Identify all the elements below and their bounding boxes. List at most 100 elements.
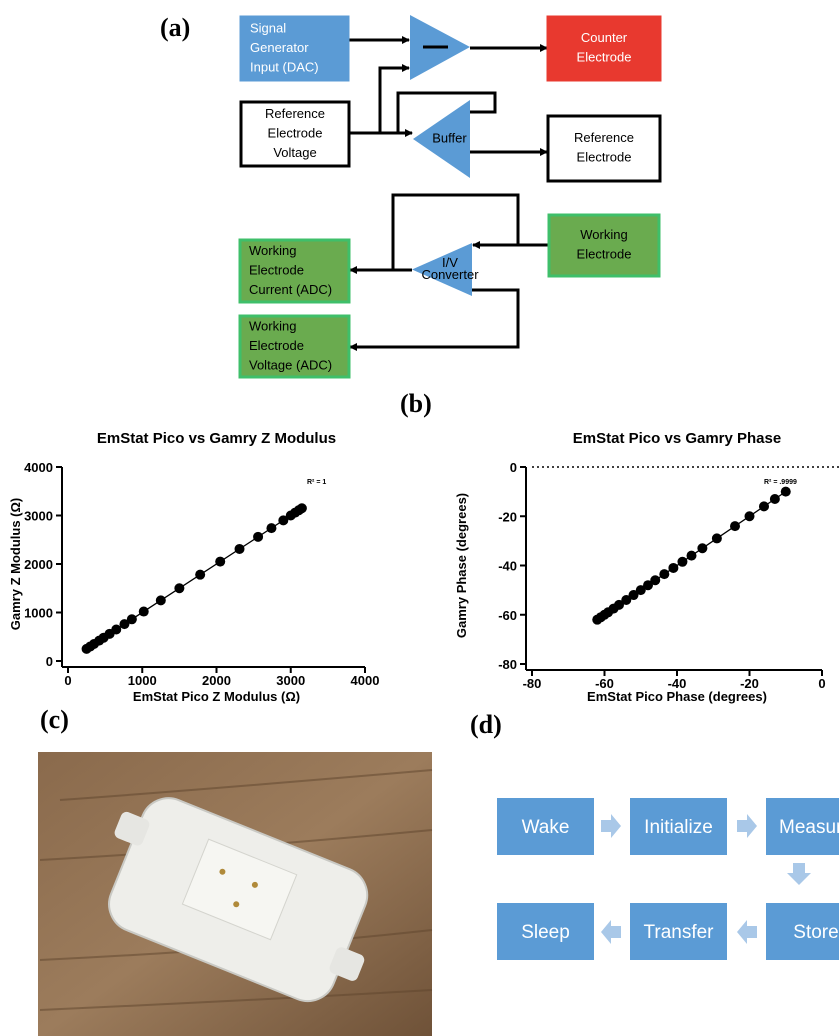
- data-point: [668, 562, 679, 573]
- panel-label: (c): [40, 705, 69, 734]
- data-point: [126, 614, 137, 625]
- data-point: [621, 594, 632, 605]
- data-point: [697, 543, 708, 554]
- flow-step: [497, 903, 594, 960]
- block: [238, 238, 351, 304]
- flow-step: [766, 798, 839, 855]
- x-tick-label: -80: [523, 676, 542, 691]
- data-point: [138, 606, 149, 617]
- block: [239, 15, 350, 82]
- x-axis-label: EmStat Pico Phase (degrees): [587, 689, 767, 704]
- annotation: R² = .9999: [764, 479, 797, 486]
- data-point: [215, 556, 226, 567]
- data-point: [659, 569, 670, 580]
- chart: EmStat Pico vs Gamry Z Modulus EmStat Pic…: [8, 430, 379, 704]
- x-tick-label: 3000: [276, 673, 305, 688]
- block-label: Signal: [250, 20, 286, 35]
- x-tick-label: -20: [740, 676, 759, 691]
- flow-step: [766, 903, 839, 960]
- block-label: Electrode: [249, 262, 304, 277]
- block-label: Current (ADC): [249, 282, 332, 297]
- flow-step: [497, 798, 594, 855]
- flow-step-label: Sleep: [521, 922, 570, 943]
- amplifier: [412, 243, 472, 296]
- device-photo: [38, 752, 433, 1036]
- flow-step-label: Measure: [779, 817, 839, 838]
- block-label: Reference: [265, 106, 325, 121]
- device: [108, 797, 369, 1003]
- data-point: [266, 523, 277, 534]
- arrow: [349, 288, 520, 351]
- wires: [348, 36, 549, 351]
- chart: EmStat Pico vs Gamry Phase EmStat Pico Ph…: [454, 430, 839, 704]
- block-label: Electrode: [577, 150, 632, 165]
- block-label: Electrode: [268, 125, 323, 140]
- x-tick-label: 4000: [351, 673, 380, 688]
- data-point: [730, 521, 740, 532]
- block-label: Voltage: [273, 145, 316, 160]
- amplifier: [413, 100, 470, 178]
- panel-label: (a): [160, 13, 190, 42]
- block-label: Electrode: [249, 338, 304, 353]
- x-tick-label: 1000: [128, 673, 157, 688]
- y-tick-label: 1000: [24, 606, 53, 621]
- data-point: [635, 585, 646, 596]
- data-point: [769, 494, 780, 505]
- data-point: [677, 556, 688, 567]
- data-point: [744, 511, 755, 522]
- block: [239, 100, 351, 168]
- y-tick-label: -60: [498, 608, 517, 623]
- y-tick-label: 0: [46, 654, 53, 669]
- x-tick-label: 2000: [202, 673, 231, 688]
- block-label: Input (DAC): [250, 59, 319, 74]
- block: [546, 15, 662, 82]
- flow-step-label: Initialize: [644, 817, 713, 838]
- panel-label: (d): [470, 710, 502, 739]
- flow-step: [630, 798, 727, 855]
- y-axis-label: Gamry Z Modulus (Ω): [8, 498, 23, 630]
- data-point: [253, 531, 264, 542]
- block-label: Electrode: [577, 50, 632, 65]
- x-tick-label: 0: [64, 673, 71, 688]
- block-label: Working: [249, 243, 296, 258]
- block: [546, 114, 662, 183]
- data-point: [686, 550, 697, 561]
- annotation: R² = 1: [307, 479, 326, 486]
- flow-step-label: Wake: [522, 817, 570, 838]
- y-tick-label: 0: [510, 460, 517, 475]
- x-axis-label: EmStat Pico Z Modulus (Ω): [133, 689, 300, 704]
- data-point: [174, 583, 185, 594]
- y-tick-label: 4000: [24, 460, 53, 475]
- arrow: [378, 64, 410, 133]
- y-axis-label: Gamry Phase (degrees): [454, 493, 469, 638]
- x-tick-label: -40: [668, 676, 687, 691]
- block-label: Buffer: [432, 130, 467, 145]
- data-point: [119, 619, 130, 630]
- flow-step-label: Store: [793, 922, 838, 943]
- chart-title: EmStat Pico vs Gamry Z Modulus: [97, 430, 336, 447]
- data-point: [278, 515, 289, 526]
- data-point: [614, 599, 624, 610]
- flow-arrows: [601, 814, 811, 944]
- chart-title: EmStat Pico vs Gamry Phase: [573, 430, 781, 447]
- data-point: [759, 501, 769, 512]
- x-tick-label: 0: [818, 676, 825, 691]
- flow-step-label: Transfer: [643, 922, 714, 943]
- data-point: [234, 543, 245, 554]
- y-tick-label: -40: [498, 559, 517, 574]
- data-point: [650, 575, 661, 586]
- data-point: [711, 533, 722, 544]
- block-label: Generator: [250, 40, 309, 55]
- x-tick-label: -60: [595, 676, 614, 691]
- block-label: Voltage (ADC): [249, 357, 332, 372]
- block-label: Reference: [574, 130, 634, 145]
- data-point: [296, 503, 307, 514]
- flow-diagram: Wake Initialize Measure Store Transfer Sleep: [497, 798, 839, 960]
- data-point: [780, 486, 791, 497]
- block-diagram: Signal Generator Input (DAC) Counter Electro…: [238, 15, 662, 379]
- flow-step: [630, 903, 727, 960]
- block-label: Working: [580, 227, 627, 242]
- data-point: [643, 580, 653, 591]
- data-point: [195, 569, 206, 580]
